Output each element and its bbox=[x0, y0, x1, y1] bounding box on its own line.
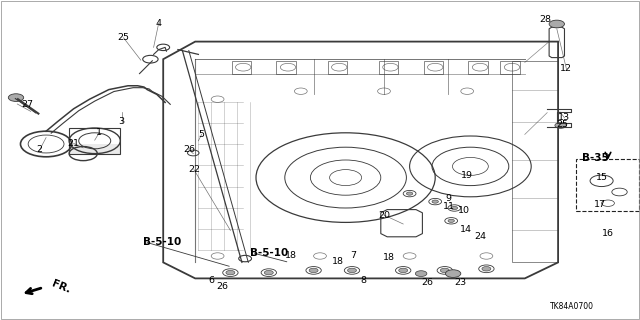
Text: 15: 15 bbox=[596, 173, 607, 182]
Bar bbox=[379, 61, 398, 74]
Text: FR.: FR. bbox=[50, 278, 72, 295]
Text: 8: 8 bbox=[360, 276, 367, 285]
Text: 12: 12 bbox=[561, 64, 572, 73]
Circle shape bbox=[226, 270, 235, 275]
Text: 26: 26 bbox=[422, 278, 433, 287]
Bar bbox=[512, 61, 558, 262]
Circle shape bbox=[445, 270, 461, 277]
Bar bbox=[576, 159, 639, 211]
Text: 1: 1 bbox=[96, 128, 102, 137]
Circle shape bbox=[448, 219, 454, 222]
Circle shape bbox=[415, 271, 427, 276]
Circle shape bbox=[432, 200, 438, 203]
Text: 14: 14 bbox=[460, 225, 472, 234]
Text: 26: 26 bbox=[183, 145, 195, 154]
Text: 16: 16 bbox=[602, 229, 614, 238]
Bar bbox=[232, 61, 251, 74]
Text: 25: 25 bbox=[556, 120, 568, 129]
Text: 24: 24 bbox=[474, 232, 486, 241]
Circle shape bbox=[8, 94, 24, 101]
Text: 23: 23 bbox=[455, 278, 467, 287]
Text: 9: 9 bbox=[445, 194, 451, 203]
Text: 17: 17 bbox=[595, 200, 606, 209]
Circle shape bbox=[482, 267, 491, 271]
Text: 18: 18 bbox=[332, 257, 344, 266]
Circle shape bbox=[264, 270, 273, 275]
Text: 22: 22 bbox=[188, 165, 200, 174]
Text: B-5-10: B-5-10 bbox=[143, 236, 181, 247]
Text: 10: 10 bbox=[458, 206, 470, 215]
Circle shape bbox=[399, 268, 408, 273]
Bar bbox=[500, 61, 520, 74]
Text: B-5-10: B-5-10 bbox=[250, 248, 288, 258]
Text: 20: 20 bbox=[378, 211, 390, 220]
Circle shape bbox=[440, 268, 449, 273]
Bar bbox=[276, 61, 296, 74]
Text: 4: 4 bbox=[156, 19, 162, 28]
Text: 2: 2 bbox=[36, 145, 43, 154]
Text: B-35: B-35 bbox=[582, 153, 609, 164]
Text: 26: 26 bbox=[217, 282, 228, 291]
Text: 11: 11 bbox=[444, 202, 455, 211]
Bar bbox=[468, 61, 488, 74]
Text: 25: 25 bbox=[118, 33, 129, 42]
Text: 18: 18 bbox=[285, 252, 297, 260]
Text: 21: 21 bbox=[68, 139, 79, 148]
Text: 13: 13 bbox=[559, 113, 570, 122]
Bar bbox=[424, 61, 443, 74]
Bar bbox=[328, 61, 347, 74]
Circle shape bbox=[451, 206, 458, 210]
Circle shape bbox=[549, 20, 564, 28]
Circle shape bbox=[309, 268, 318, 273]
Text: TK84A0700: TK84A0700 bbox=[550, 302, 593, 311]
Text: 27: 27 bbox=[22, 100, 33, 108]
Circle shape bbox=[555, 123, 566, 128]
Text: 3: 3 bbox=[118, 117, 125, 126]
Bar bbox=[69, 128, 120, 154]
Circle shape bbox=[348, 268, 356, 273]
Circle shape bbox=[406, 192, 413, 195]
Text: 28: 28 bbox=[540, 15, 551, 24]
Text: 19: 19 bbox=[461, 171, 473, 180]
Text: 18: 18 bbox=[383, 253, 395, 262]
Text: 5: 5 bbox=[198, 130, 205, 139]
Text: 6: 6 bbox=[208, 276, 214, 285]
Text: 7: 7 bbox=[350, 252, 356, 260]
